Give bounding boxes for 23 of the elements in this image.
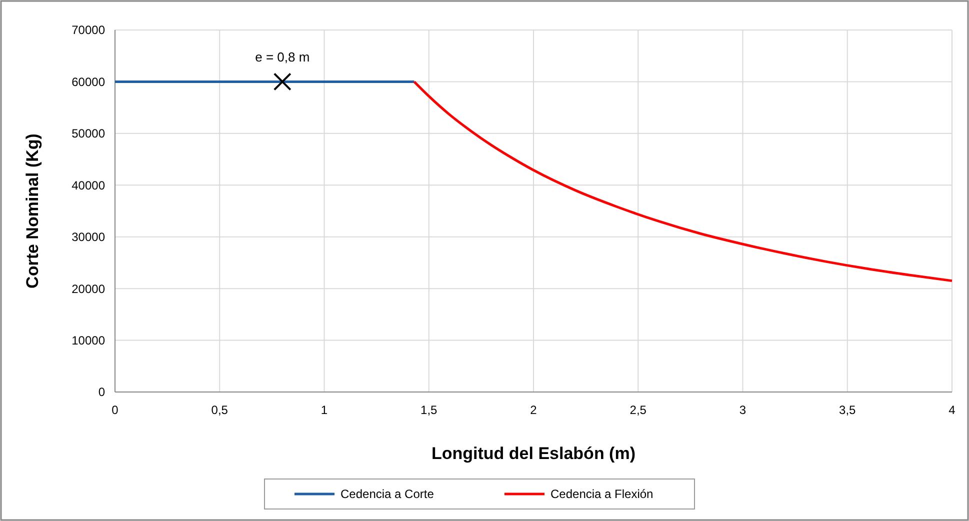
x-tick-label: 1,5 <box>420 403 438 417</box>
x-axis-title: Longitud del Eslabón (m) <box>432 444 636 463</box>
y-axis-title: Corte Nominal (Kg) <box>23 134 42 288</box>
legend-label: Cedencia a Flexión <box>550 487 654 502</box>
y-tick-label: 20000 <box>72 282 106 296</box>
y-tick-label: 50000 <box>72 126 106 141</box>
legend-label: Cedencia a Corte <box>340 487 434 502</box>
x-tick-label: 3 <box>739 403 746 417</box>
y-tick-label: 70000 <box>72 23 106 38</box>
x-tick-label: 1 <box>320 403 328 417</box>
x-tick-label: 0 <box>112 403 119 417</box>
y-tick-label: 30000 <box>72 230 106 244</box>
annotation: e = 0,8 m <box>255 50 310 65</box>
y-tick-label: 40000 <box>72 178 106 192</box>
y-tick-label: 10000 <box>72 333 106 348</box>
x-tick-label: 2 <box>530 403 538 417</box>
x-tick-label: 0,5 <box>211 403 228 417</box>
x-tick-label: 3,5 <box>839 403 856 417</box>
x-tick-label: 4 <box>948 403 956 417</box>
line-series <box>412 80 954 282</box>
y-tick-label: 60000 <box>72 74 106 89</box>
y-tick-label: 0 <box>98 385 106 400</box>
x-tick-label: 2,5 <box>630 403 647 417</box>
